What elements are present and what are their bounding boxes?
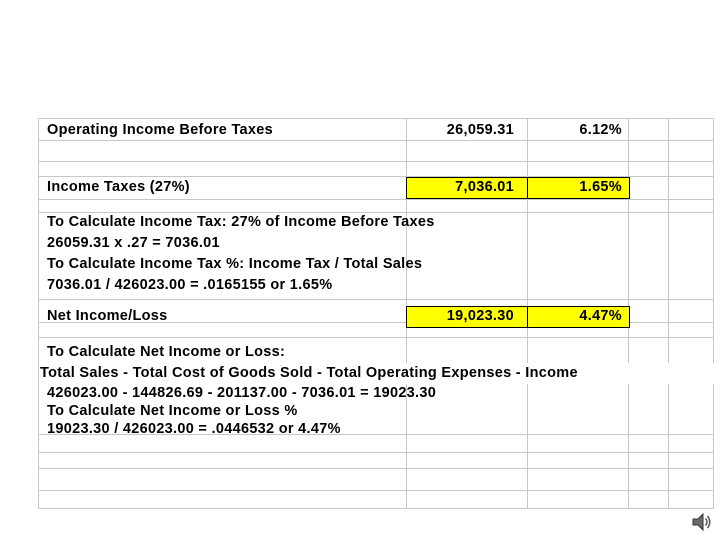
net-calc-title: To Calculate Net Income or Loss: (47, 344, 286, 360)
net-pct-title: To Calculate Net Income or Loss % (47, 403, 298, 419)
grid-line (38, 299, 714, 300)
operating-income-percent: 6.12% (579, 122, 622, 138)
spreadsheet-grid: Operating Income Before Taxes 26,059.31 … (38, 118, 714, 509)
net-pct-formula: 19023.30 / 426023.00 = .0446532 or 4.47% (47, 421, 341, 437)
grid-line (38, 508, 714, 509)
grid-line (38, 118, 714, 119)
grid-line (713, 118, 714, 509)
tax-pct-formula: 7036.01 / 426023.00 = .0165155 or 1.65% (47, 277, 333, 293)
tax-calc-formula: 26059.31 x .27 = 7036.01 (47, 235, 220, 251)
net-income-amount: 19,023.30 (446, 308, 514, 324)
net-calc-formula: 426023.00 - 144826.69 - 201137.00 - 7036… (47, 385, 437, 401)
speaker-icon[interactable] (690, 511, 712, 533)
operating-income-amount: 26,059.31 (446, 122, 514, 138)
tax-pct-title: To Calculate Income Tax %: Income Tax / … (47, 256, 423, 272)
net-income-label: Net Income/Loss (47, 308, 168, 324)
net-income-percent-cell[interactable] (527, 306, 630, 328)
income-tax-percent-cell[interactable] (527, 177, 630, 199)
grid-line (38, 161, 714, 162)
grid-line (38, 490, 714, 491)
grid-line (38, 176, 714, 177)
grid-line (38, 434, 714, 435)
grid-line (38, 337, 714, 338)
grid-line (38, 212, 714, 213)
net-calc-description: Total Sales - Total Cost of Goods Sold -… (40, 363, 714, 384)
grid-line (38, 322, 714, 323)
income-taxes-amount: 7,036.01 (455, 179, 514, 195)
grid-line (38, 199, 714, 200)
grid-line (38, 452, 714, 453)
grid-line (38, 140, 714, 141)
net-income-percent: 4.47% (579, 308, 622, 324)
grid-line (668, 118, 669, 509)
grid-line (38, 468, 714, 469)
income-taxes-percent: 1.65% (579, 179, 622, 195)
operating-income-label: Operating Income Before Taxes (47, 122, 273, 138)
grid-line (38, 118, 39, 509)
income-taxes-label: Income Taxes (27%) (47, 179, 190, 195)
tax-calc-title: To Calculate Income Tax: 27% of Income B… (47, 214, 435, 230)
